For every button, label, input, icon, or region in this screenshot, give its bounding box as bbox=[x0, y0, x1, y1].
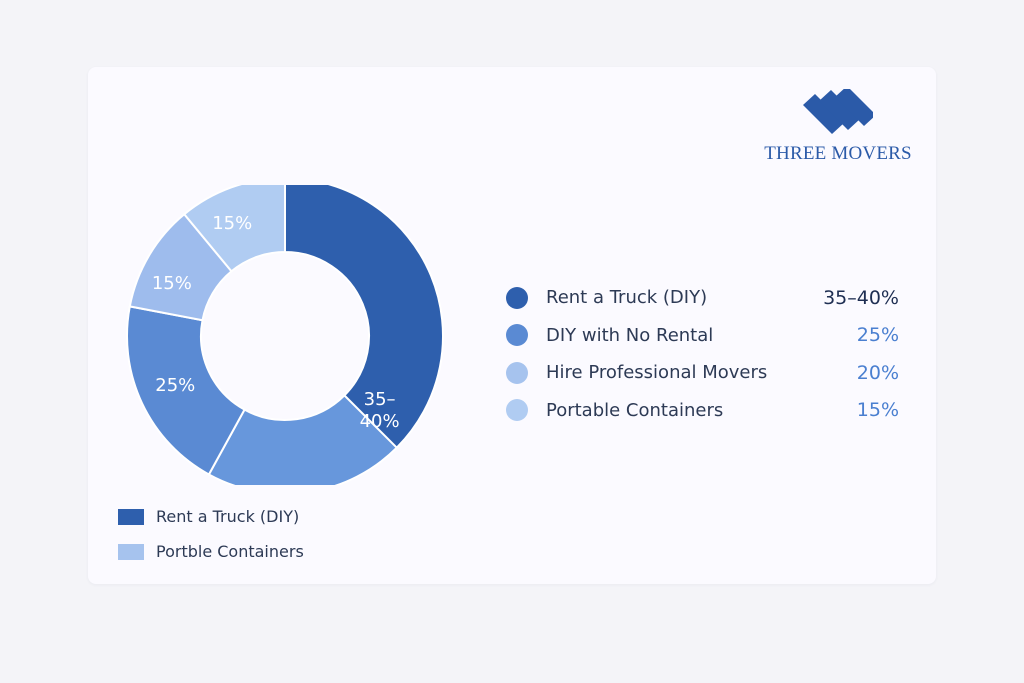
legend-value: 15% bbox=[856, 399, 899, 422]
slice-label: 15% bbox=[152, 273, 192, 294]
legend-item-professional-movers: Hire Professional Movers 20% bbox=[506, 354, 901, 392]
legend-swatch bbox=[506, 361, 528, 384]
legend-label: Rent a Truck (DIY) bbox=[546, 287, 708, 309]
chart-legend: Rent a Truck (DIY) 35–40% DIY with No Re… bbox=[506, 279, 901, 429]
three-diagonal-stripes-icon bbox=[803, 89, 873, 134]
legend-swatch bbox=[118, 508, 144, 525]
slice-label: 35– 40% bbox=[360, 389, 400, 432]
bottom-legend-label: Portble Containers bbox=[156, 542, 304, 561]
legend-label: Hire Professional Movers bbox=[546, 362, 768, 384]
slice-label: 25% bbox=[155, 375, 195, 396]
bottom-legend: Rent a Truck (DIY) Portble Containers bbox=[118, 499, 304, 569]
brand-name: THREE MOVERS bbox=[764, 143, 912, 164]
donut-slice-5 bbox=[182, 185, 286, 273]
legend-swatch bbox=[506, 324, 528, 347]
legend-swatch bbox=[118, 543, 144, 560]
legend-swatch bbox=[506, 399, 528, 422]
legend-item-rent-a-truck: Rent a Truck (DIY) 35–40% bbox=[506, 279, 901, 317]
legend-label: DIY with No Rental bbox=[546, 324, 714, 346]
legend-value: 35–40% bbox=[823, 286, 899, 309]
legend-value: 20% bbox=[856, 361, 899, 384]
legend-label: Portable Containers bbox=[546, 399, 724, 421]
legend-value: 25% bbox=[856, 324, 899, 347]
donut-chart: 35– 40% 25% 15% 15% bbox=[126, 185, 444, 485]
donut-slice-2 bbox=[207, 393, 399, 485]
chart-card: THREE MOVERS 35– 40% 25% 15% 15% Rent a Truc… bbox=[88, 67, 936, 584]
legend-item-diy-no-rental: DIY with No Rental 25% bbox=[506, 317, 901, 355]
legend-item-portable-containers: Portable Containers 15% bbox=[506, 392, 901, 430]
slice-label: 15% bbox=[212, 213, 252, 234]
bottom-legend-item: Rent a Truck (DIY) bbox=[118, 499, 304, 534]
donut-slice-1 bbox=[284, 185, 444, 450]
brand-logo: THREE MOVERS bbox=[758, 89, 918, 165]
donut-slice-3 bbox=[126, 305, 246, 476]
legend-swatch bbox=[506, 286, 528, 309]
bottom-legend-label: Rent a Truck (DIY) bbox=[156, 507, 300, 526]
bottom-legend-item: Portble Containers bbox=[118, 534, 304, 569]
